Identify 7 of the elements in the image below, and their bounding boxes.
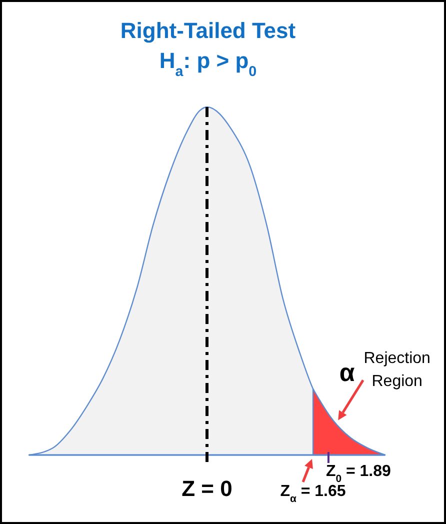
chart-title: Right-Tailed Test <box>120 18 296 43</box>
annotation: α <box>339 359 356 387</box>
x-tick-label: Z$_{α}$ = 1.65 <box>280 483 346 504</box>
x-tick-label: Z = 0 <box>182 476 232 501</box>
chart-subtitle: H$_{a}$: p > p$_{0}$ <box>159 48 257 80</box>
annotation: Z$_{0}$ = 1.89 <box>326 463 392 484</box>
annotation: Rejection Region <box>364 350 430 390</box>
